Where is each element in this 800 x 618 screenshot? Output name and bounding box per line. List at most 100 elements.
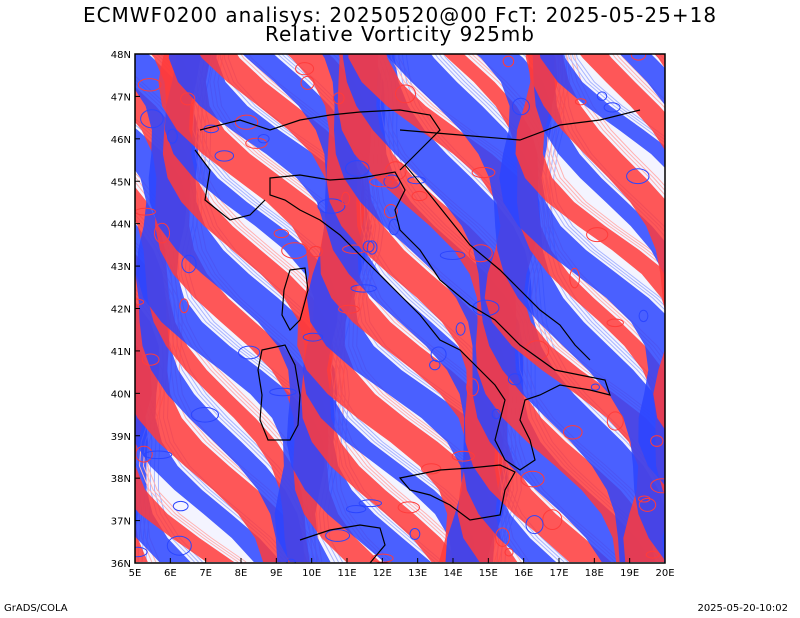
negative-vorticity-band [682,34,800,562]
vorticity-contour [135,339,239,563]
vorticity-contour-ring [308,245,323,258]
vorticity-contour-ring [234,114,259,130]
lon-tick-label: 10E [302,568,321,579]
vorticity-contour [0,34,129,562]
vorticity-contour-ring [295,62,315,76]
lon-tick-label: 15E [479,568,498,579]
vorticity-contour-ring [650,478,665,494]
axis-ticks: 5E 6E 7E 8E 9E 10E 11E 12E 13E 14E 15E 16E 17E 18E 19E… [111,50,675,579]
vorticity-contour [566,54,665,196]
vorticity-contour-ring [245,137,268,149]
vorticity-contour [0,34,6,562]
vorticity-contour-ring [542,509,563,530]
vorticity-contour-ring [455,322,466,336]
map-subtitle: Relative Vorticity 925mb [265,22,535,46]
positive-vorticity-band [515,54,665,430]
vorticity-contour [739,34,800,562]
negative-vorticity-band [619,54,665,106]
lon-tick-label: 13E [408,568,427,579]
vorticity-contour-ring [167,128,178,144]
negative-vorticity-band [135,223,305,562]
vorticity-contour-ring [638,309,649,323]
positive-vorticity-band [702,34,800,562]
vorticity-contour-ring [495,527,510,547]
map-title: ECMWF0200 analisys: 20250520@00 FcT: 202… [82,3,718,27]
vorticity-contour [796,34,800,562]
vorticity-contour-ring [472,299,500,317]
vorticity-contour [706,34,800,562]
vorticity-contour-ring [141,353,160,366]
positive-vorticity-band [443,54,665,494]
vorticity-contour-ring [596,91,608,101]
vorticity-contour-ring [302,332,324,342]
vorticity-contour-ring [491,408,501,420]
lon-tick-label: 8E [235,568,248,579]
lat-tick-label: 48N [111,50,131,61]
vorticity-contour-ring [332,92,345,105]
vorticity-contour [135,380,199,563]
vorticity-contour-ring [135,207,156,216]
vorticity-contour-ring [345,505,367,514]
vorticity-contour-ring [238,345,261,360]
vorticity-contour [0,34,65,562]
vorticity-contour-ring [366,240,378,255]
lon-tick-label: 14E [443,568,462,579]
lat-tick-label: 46N [111,135,131,146]
vorticity-contour-ring [507,373,523,386]
vorticity-contour-ring [606,411,624,431]
lat-tick-label: 44N [111,220,131,231]
positive-vorticity-band [579,54,665,151]
vorticity-contour-ring [606,318,624,328]
vorticity-contour-ring [468,244,493,263]
vorticity-contour [745,34,800,562]
vorticity-contour-ring [590,383,601,391]
vorticity-contour-ring [466,378,480,397]
lon-tick-label: 18E [585,568,604,579]
vorticity-contour [0,34,125,562]
vorticity-contour-ring [135,546,148,558]
vorticity-contour [135,336,243,563]
vorticity-contour [692,34,800,562]
vorticity-contour-ring [273,228,289,239]
vorticity-contour-ring [190,407,219,423]
positive-vorticity-band [348,54,665,562]
vorticity-contour-ring [341,191,351,206]
positive-vorticity-band [0,34,101,562]
vorticity-contour-ring [586,227,609,243]
vorticity-contour [792,34,800,562]
vorticity-contour-ring [180,92,196,106]
vorticity-contour-ring [137,78,162,92]
vorticity-contour-ring [342,244,367,254]
negative-vorticity-band [701,34,800,562]
lon-tick-label: 9E [270,568,283,579]
lat-tick-label: 41N [111,347,131,358]
negative-vorticity-band [0,34,121,562]
vorticity-contour-ring [645,550,660,559]
lat-tick-label: 37N [111,517,131,528]
vorticity-contour-ring [166,535,192,556]
vorticity-contour [135,435,157,563]
vorticity-contour-ring [179,298,189,314]
vorticity-contour [574,54,665,187]
vorticity-contour-ring [574,98,587,106]
vorticity-contour [571,54,665,141]
vorticity-contour-ring [650,435,664,447]
vorticity-contour [688,34,800,562]
lat-tick-label: 38N [111,474,131,485]
vorticity-contour [0,34,105,562]
vorticity-contour-ring [563,425,583,440]
vorticity-contour-ring [338,304,360,314]
vorticity-contour [737,34,800,562]
vorticity-contour-ring [638,497,657,512]
lat-tick-label: 43N [111,262,131,273]
vorticity-contour-ring [350,284,377,293]
positive-vorticity-band [525,54,665,312]
vorticity-contour-ring [395,84,416,104]
vorticity-contour [0,34,10,562]
vorticity-contour-ring [451,450,475,462]
vorticity-contour-ring [143,450,173,460]
vorticity-contour [567,54,665,144]
vorticity-contour [744,34,800,562]
vorticity-contour-ring [520,470,545,488]
